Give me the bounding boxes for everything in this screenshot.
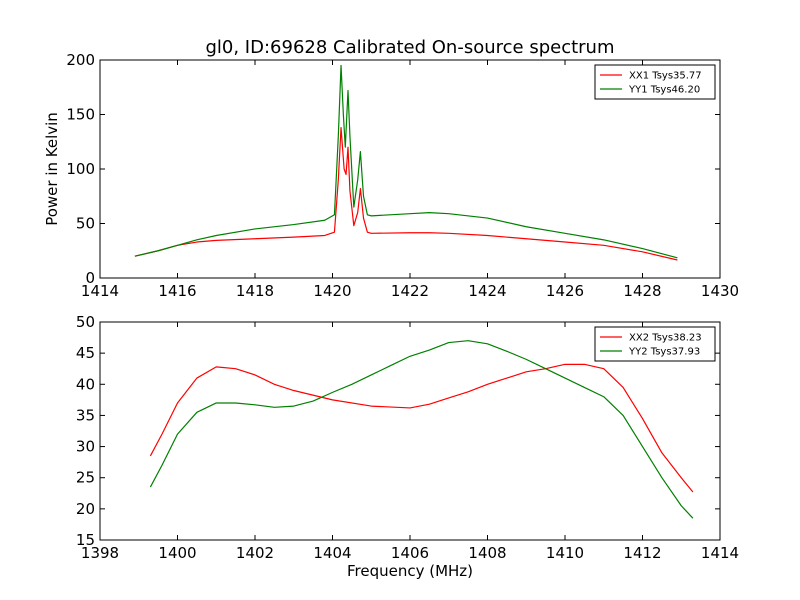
chart0-legend-box <box>594 64 716 100</box>
chart1-ytick-label: 15 <box>76 531 95 549</box>
chart0-legend-label-1: YY1 Tsys46.20 <box>628 85 700 96</box>
chart0-xtick-label: 1422 <box>391 282 429 300</box>
chart1-xtick-label: 1412 <box>623 544 661 562</box>
chart0-ytick-label: 200 <box>66 51 95 69</box>
chart0-ytick-label: 150 <box>66 106 95 124</box>
chart0-xtick-label: 1416 <box>158 282 196 300</box>
chart0-xtick-label: 1420 <box>313 282 351 300</box>
chart0-xtick-label: 1426 <box>546 282 584 300</box>
chart1-legend-label-0: XX2 Tsys38.23 <box>629 333 702 344</box>
top-chart-ylabel: Power in Kelvin <box>43 112 61 226</box>
chart0-series-line-1 <box>134 64 678 259</box>
chart1-xtick-label: 1408 <box>468 544 506 562</box>
chart1-xtick-label: 1406 <box>391 544 429 562</box>
chart1-xtick-label: 1410 <box>546 544 584 562</box>
chart0-xtick-label: 1424 <box>468 282 506 300</box>
chart0-xtick-label: 1428 <box>623 282 661 300</box>
chart0-xtick-label: 1418 <box>236 282 274 300</box>
bottom-chart-xlabel: Frequency (MHz) <box>347 562 473 580</box>
chart1-xtick-label: 1404 <box>313 544 351 562</box>
chart0-ytick-label: 100 <box>66 160 95 178</box>
top-chart-title: gl0, ID:69628 Calibrated On-source spect… <box>205 37 614 58</box>
chart1-xtick-label: 1402 <box>236 544 274 562</box>
chart1-ytick-label: 40 <box>76 375 95 393</box>
bottom-chart: 1398 1400 1402 1404 1406 1408 1410 1412 1414 15 20… <box>76 313 739 562</box>
chart0-legend: XX1 Tsys35.77 YY1 Tsys46.20 <box>594 64 716 100</box>
chart1-ytick-label: 25 <box>76 469 95 487</box>
chart1-series-line-0 <box>149 363 694 493</box>
chart1-legend-box <box>594 326 716 362</box>
chart1-legend: XX2 Tsys38.23 YY2 Tsys37.93 <box>594 326 716 362</box>
chart1-ytick-label: 30 <box>76 438 95 456</box>
chart1-series-line-1 <box>149 340 694 519</box>
chart1-ytick-label: 45 <box>76 344 95 362</box>
chart0-ytick-label: 0 <box>85 269 95 287</box>
chart0-series-line-0 <box>134 126 678 261</box>
chart1-ytick-label: 50 <box>76 313 95 331</box>
chart0-xtick-label: 1430 <box>701 282 739 300</box>
chart0-ytick-label: 50 <box>76 215 95 233</box>
chart1-ytick-label: 35 <box>76 406 95 424</box>
chart1-ytick-label: 20 <box>76 500 95 518</box>
chart0-xtick-label: 1414 <box>81 282 119 300</box>
chart1-xtick-label: 1398 <box>81 544 119 562</box>
chart0-legend-label-0: XX1 Tsys35.77 <box>629 71 702 82</box>
chart1-xtick-label: 1400 <box>158 544 196 562</box>
top-chart: 1414 1416 1418 1420 1422 1424 1426 1428 1430 0 50 1… <box>66 51 739 300</box>
chart1-legend-label-1: YY2 Tsys37.93 <box>628 347 700 358</box>
chart1-xtick-label: 1414 <box>701 544 739 562</box>
